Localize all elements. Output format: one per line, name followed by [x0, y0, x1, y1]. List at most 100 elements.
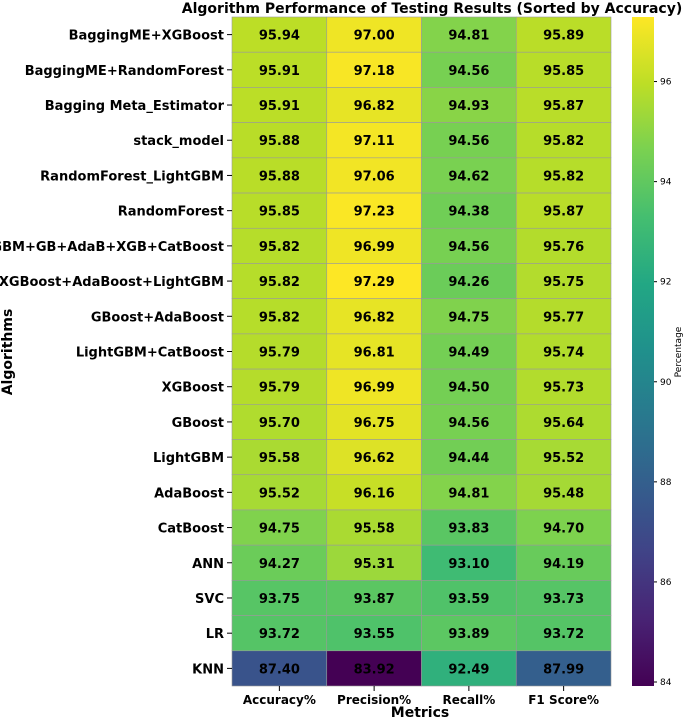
cell-value: 94.81 [448, 486, 489, 501]
cell-value: 94.93 [448, 99, 489, 114]
heatmap-cell [515, 580, 612, 616]
cell-value: 95.52 [543, 451, 584, 466]
cell-value: 96.99 [354, 240, 395, 255]
cell-value: 87.40 [259, 662, 300, 677]
cell-value: 95.77 [543, 310, 584, 325]
colorbar-tick-label: 86 [660, 578, 672, 588]
cell-value: 93.59 [448, 592, 489, 607]
heatmap-cell [515, 192, 612, 229]
heatmap-cell [231, 439, 328, 476]
cell-value: 95.79 [259, 346, 300, 361]
cell-value: 93.55 [354, 627, 395, 642]
cell-value: 94.81 [448, 29, 489, 44]
heatmap-cell [326, 439, 422, 476]
heatmap-cell [421, 333, 517, 370]
heatmap-cell [326, 87, 422, 123]
heatmap-cell [326, 16, 422, 53]
heatmap-cell [515, 615, 612, 652]
cell-value: 92.49 [448, 662, 489, 677]
heatmap-cell [326, 122, 422, 159]
row-label: RandomForest_LightGBM [40, 169, 224, 184]
heatmap-cell [421, 192, 517, 229]
row-label: XGBoost [162, 381, 224, 396]
heatmap-cell [421, 509, 517, 546]
heatmap-cell [421, 474, 517, 511]
heatmap-cell [326, 404, 422, 440]
heatmap-cells: 95.94 97.00 94.81 95.89 95.91 97.18 94.56 95.85… [231, 16, 612, 687]
y-axis-label: Algorithms [0, 309, 16, 396]
cell-value: 95.76 [543, 240, 584, 255]
x-axis-label: Metrics [391, 705, 449, 720]
heatmap-cell [326, 368, 422, 405]
row-label: ANN [192, 557, 224, 572]
cell-value: 95.58 [354, 522, 395, 537]
cell-value: 97.23 [354, 205, 395, 220]
cell-value: 96.16 [354, 486, 395, 501]
cell-value: 94.62 [448, 169, 489, 184]
cell-value: 94.56 [448, 240, 489, 255]
cell-value: 94.26 [448, 275, 489, 290]
cell-value: 96.82 [354, 310, 395, 325]
cell-value: 97.00 [354, 29, 395, 44]
row-label: SVC [195, 592, 224, 607]
heatmap-cell [515, 157, 612, 194]
column-label: F1 Score% [528, 693, 599, 707]
cell-value: 94.56 [448, 134, 489, 149]
cell-value: 95.85 [543, 64, 584, 79]
heatmap-cell [421, 227, 517, 264]
cell-value: 93.89 [448, 627, 489, 642]
heatmap-cell [421, 404, 517, 440]
column-label: Recall% [442, 693, 495, 707]
cell-value: 96.81 [354, 346, 395, 361]
heatmap-cell [231, 157, 328, 194]
row-label: GBoost+AdaBoost [91, 310, 224, 325]
heatmap-cell [515, 227, 612, 264]
cell-value: 95.82 [259, 275, 300, 290]
heatmap-cell [421, 650, 517, 687]
row-label: BaggingME+XGBoost [69, 29, 224, 44]
column-label: Accuracy% [243, 693, 316, 707]
heatmap-cell [421, 16, 517, 53]
cell-value: 94.27 [259, 557, 300, 572]
heatmap-cell [515, 474, 612, 511]
cell-value: 94.75 [448, 310, 489, 325]
cell-value: 95.73 [543, 381, 584, 396]
row-label: BaggingME+RandomForest [25, 64, 224, 79]
colorbar-label: Percentage [674, 326, 684, 377]
row-label: GBoost [172, 416, 224, 431]
heatmap-cell [421, 368, 517, 405]
heatmap-cell [515, 650, 612, 687]
colorbar-tick-label: 94 [660, 178, 672, 188]
cell-value: 95.70 [259, 416, 300, 431]
colorbar-tick-label: 96 [660, 78, 672, 88]
cell-value: 94.38 [448, 205, 489, 220]
heatmap-cell [326, 474, 422, 511]
cell-value: 97.29 [354, 275, 395, 290]
row-label: AdaBoost [154, 486, 224, 501]
cell-value: 95.64 [543, 416, 584, 431]
cell-value: 95.79 [259, 381, 300, 396]
colorbar-tick-label: 84 [660, 678, 672, 688]
heatmap-cell [326, 615, 422, 652]
row-label: KNN [192, 662, 224, 677]
heatmap-cell [231, 333, 328, 370]
cell-value: 93.72 [543, 627, 584, 642]
heatmap-cell [326, 192, 422, 229]
heatmap-cell [231, 263, 328, 299]
cell-value: 97.18 [354, 64, 395, 79]
heatmap-cell [421, 439, 517, 476]
heatmap-cell [231, 404, 328, 440]
cell-value: 95.88 [259, 169, 300, 184]
row-label: CatBoost [158, 522, 224, 537]
cell-value: 95.48 [543, 486, 584, 501]
heatmap-cell [515, 333, 612, 370]
cell-value: 96.82 [354, 99, 395, 114]
cell-value: 83.92 [354, 662, 395, 677]
cell-value: 94.56 [448, 416, 489, 431]
cell-value: 96.75 [354, 416, 395, 431]
heatmap-cell [231, 51, 328, 88]
cell-value: 95.89 [543, 29, 584, 44]
column-label: Precision% [337, 693, 411, 707]
heatmap-cell [515, 122, 612, 159]
